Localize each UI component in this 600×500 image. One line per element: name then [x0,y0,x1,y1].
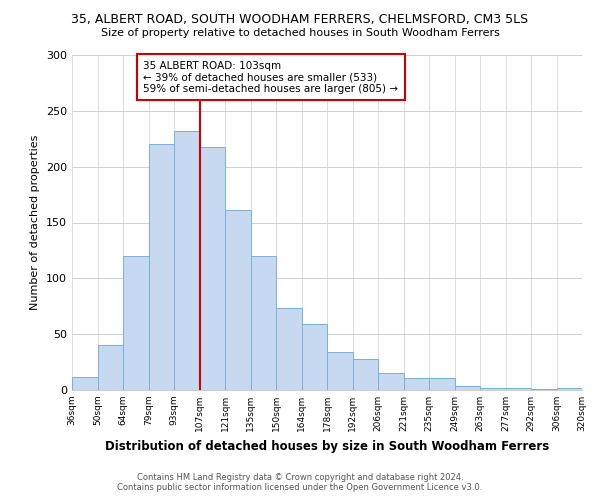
Bar [557,388,582,390]
Bar [455,386,480,390]
Text: Contains HM Land Registry data © Crown copyright and database right 2024.
Contai: Contains HM Land Registry data © Crown c… [118,473,482,492]
Bar [378,373,404,390]
Bar [149,144,174,390]
Bar [327,352,353,390]
Text: Size of property relative to detached houses in South Woodham Ferrers: Size of property relative to detached ho… [101,28,499,38]
X-axis label: Distribution of detached houses by size in South Woodham Ferrers: Distribution of detached houses by size … [105,440,549,452]
Bar [199,146,225,390]
Bar [276,308,302,390]
Bar [302,324,327,390]
Bar [72,376,97,390]
Bar [429,378,455,390]
Bar [531,389,557,390]
Bar [505,388,531,390]
Text: 35 ALBERT ROAD: 103sqm
← 39% of detached houses are smaller (533)
59% of semi-de: 35 ALBERT ROAD: 103sqm ← 39% of detached… [143,60,398,94]
Bar [123,256,149,390]
Bar [480,388,505,390]
Text: 35, ALBERT ROAD, SOUTH WOODHAM FERRERS, CHELMSFORD, CM3 5LS: 35, ALBERT ROAD, SOUTH WOODHAM FERRERS, … [71,12,529,26]
Bar [353,358,378,390]
Y-axis label: Number of detached properties: Number of detached properties [31,135,40,310]
Bar [174,131,199,390]
Bar [404,378,429,390]
Bar [251,256,276,390]
Bar [225,210,251,390]
Bar [97,346,123,390]
